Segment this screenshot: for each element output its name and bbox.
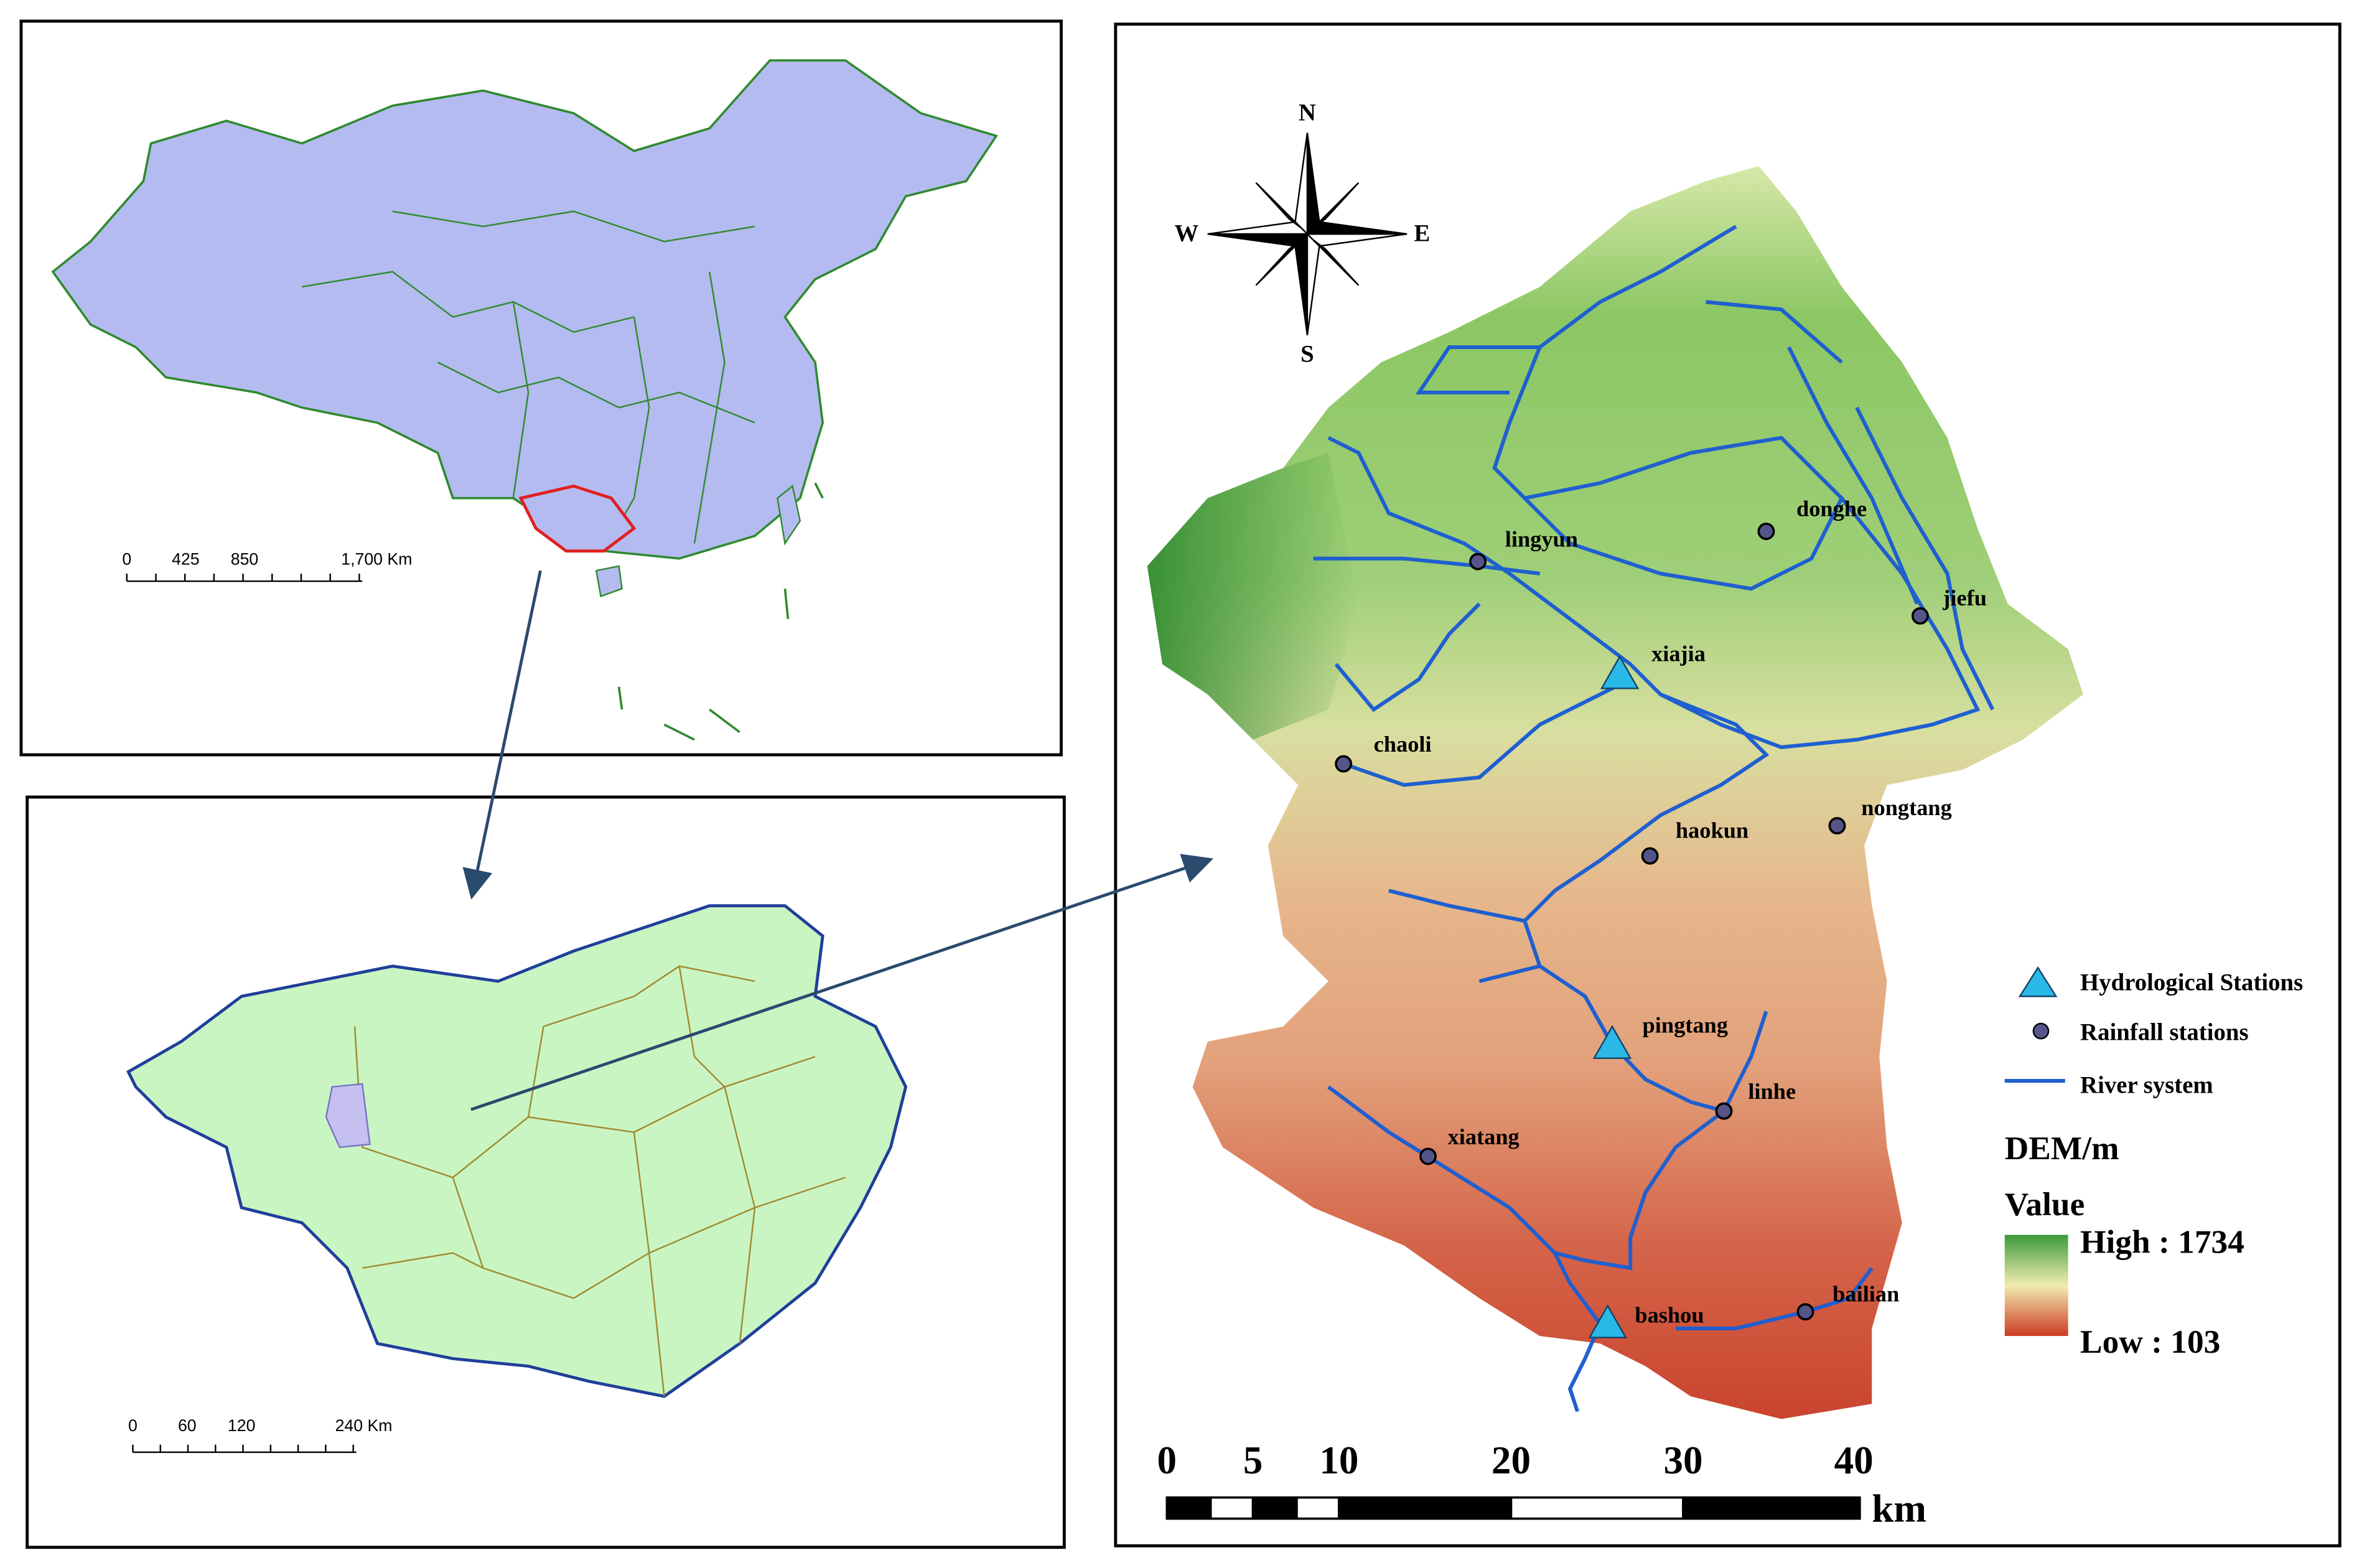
scale-label: 120 [228,1416,256,1435]
rainfall-station [1469,553,1487,571]
river-network [1313,225,1995,1412]
scale-segment [1165,1496,1212,1520]
province-borders [302,210,755,552]
legend-triangle [2018,966,2058,997]
compass-s: S [1300,340,1314,367]
scale-label: 850 [231,549,259,568]
station-label: haokun [1676,818,1748,842]
station-label: chaoli [1374,732,1432,757]
scale-label: 240 Km [335,1416,393,1435]
legend-high: High : 1734 [2080,1223,2244,1261]
scale-label: 10 [1319,1439,1358,1482]
scale-bar: 0 425 850 1,700 Km [122,549,412,582]
legend-title: Value [2005,1185,2085,1223]
rainfall-station [1641,847,1659,865]
hydrological-station [1588,1304,1627,1338]
station-label: pingtang [1643,1012,1728,1037]
station-label: bailian [1832,1281,1899,1306]
scale-label: 1,700 Km [341,549,412,568]
city-borders [353,965,846,1397]
compass-n: N [1299,99,1316,126]
station-label: xiajia [1651,642,1706,666]
legend-low: Low : 103 [2080,1323,2220,1360]
islands [617,482,824,741]
scale-segment [1682,1496,1861,1520]
scale-bar: 0 60 120 240 Km [128,1416,393,1454]
legend-circle [2032,1022,2050,1040]
study-area-locator [325,1083,371,1149]
station-label: donghe [1796,497,1867,521]
legend-label: Hydrological Stations [2080,969,2303,996]
compass-rose [1207,133,1408,335]
legend-title: DEM/m [2005,1129,2119,1167]
legend: Hydrological Stations Rainfall stations … [2004,966,2303,1360]
compass-w: W [1174,220,1198,246]
scale-segment [1296,1496,1340,1520]
arrow [470,854,1214,1111]
scale-label: 60 [178,1416,197,1435]
station-label: xiatang [1448,1124,1520,1149]
station-label: jiefu [1942,586,1987,610]
scale-label: 0 [128,1416,138,1435]
scale-segment [1338,1496,1513,1520]
station-label: linhe [1748,1079,1796,1104]
rainfall-station [1796,1303,1814,1321]
scale-label: 40 [1834,1439,1874,1482]
station-label: bashou [1635,1302,1704,1327]
rainfall-station [1911,607,1929,625]
taiwan [777,485,801,546]
scale-segment [1209,1496,1254,1520]
rainfall-station [1828,817,1846,835]
china-outline [51,59,999,560]
scale-label: 5 [1243,1439,1263,1482]
dem-highland [1147,452,1359,740]
dem-surface [1147,166,2083,1419]
scale-segment [1510,1496,1684,1520]
station-label: lingyun [1505,526,1578,551]
legend-label: River system [2080,1072,2213,1099]
rainfall-station [1335,755,1353,773]
station-label: nongtang [1861,795,1952,820]
stations: xiajia pingtang bashou lingyun donghe jiefu ch… [1335,497,1987,1338]
scale-bar: 0 5 10 20 30 40 km [1157,1439,1926,1531]
compass-e: E [1414,220,1430,246]
scale-label: 0 [122,549,131,568]
rainfall-station [1757,523,1775,540]
arrow [462,570,542,900]
scale-label: 30 [1663,1439,1702,1482]
scale-label: 20 [1492,1439,1531,1482]
legend-label: Rainfall stations [2080,1019,2249,1046]
rainfall-station [1419,1147,1437,1165]
guangxi-highlight [518,484,637,553]
rainfall-station [1715,1102,1733,1120]
scale-label: 425 [172,549,200,568]
scale-label: 0 [1157,1439,1177,1482]
hydrological-station [1600,655,1640,689]
hainan [595,565,623,597]
hydrological-station [1592,1025,1632,1059]
legend-ramp [2004,1234,2068,1337]
scale-unit: km [1872,1487,1926,1531]
scale-segment [1251,1496,1298,1520]
